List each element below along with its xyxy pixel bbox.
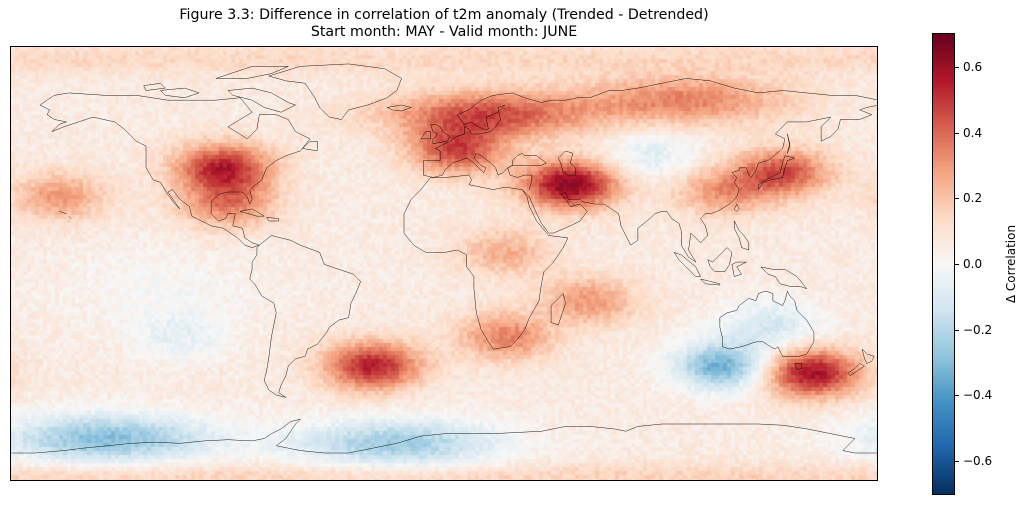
title-line-1: Figure 3.3: Difference in correlation of… [179,7,709,23]
coastline-new-zealand-north [862,349,874,364]
coastline-iceland [387,105,411,111]
coastline-java [701,279,720,285]
colorbar-tick-label: 0.0 [963,257,983,271]
coastline-philippines [734,221,748,250]
coastline-banks [144,83,166,90]
colorbar-tick-label: 0.6 [963,59,983,74]
colorbar-tick [955,198,959,200]
coastline-sakhalin [787,134,789,153]
coastline-south-america [250,236,361,398]
colorbar-tick [955,395,959,397]
coastline-sumatra [674,252,701,276]
colorbar-tick-label: −0.4 [963,388,993,403]
coastline-eurasia [423,78,878,262]
colorbar-label: Δ Correlation [1004,224,1018,304]
colorbar-tick-label: −0.2 [963,322,993,337]
colorbar-tick [955,132,959,134]
title-line-2: Start month: MAY - Valid month: JUNE [310,23,578,40]
coastline-caspian [558,151,575,175]
colorbar-tick [955,329,959,331]
colorbar-tick-label: 0.4 [963,125,983,140]
coastline-new-guinea [761,267,807,289]
coastline-ireland [421,132,431,139]
coastlines [11,47,878,481]
coastline-ellesmere [216,66,288,78]
coastline-taiwan [734,204,739,211]
colorbar-tick-label: −0.6 [963,454,993,469]
coastline-africa [404,175,568,349]
colorbar-tick-label: 0.2 [963,191,983,206]
coastline-cuba [240,209,264,216]
coastline-baffin [228,88,296,112]
coastline-victoria [160,88,199,98]
colorbar-tick [955,264,959,265]
coastline-tasmania [795,364,802,370]
correlation-heatmap [11,47,877,480]
coastline-north-america [40,93,310,248]
coastline-japan [758,156,794,190]
figure-title: Figure 3.3: Difference in correlation of… [10,7,878,40]
coastline-madagascar [551,294,565,325]
map-axes [10,46,878,481]
colorbar-gradient [933,34,954,494]
coastline-borneo [708,248,732,272]
coastline-sulawesi [732,262,746,277]
coastline-australia [720,291,814,356]
coastline-newfoundland [303,141,317,151]
coastline-antarctica [11,419,878,453]
colorbar-tick [955,66,959,68]
colorbar-tick [955,461,959,463]
coastline-new-zealand-south [848,364,865,376]
colorbar [932,33,955,495]
coastline-greenland [269,64,402,120]
coastline-great-britain [431,124,450,143]
coastline-hawaii [59,211,71,218]
coastline-hispaniola [267,217,279,221]
